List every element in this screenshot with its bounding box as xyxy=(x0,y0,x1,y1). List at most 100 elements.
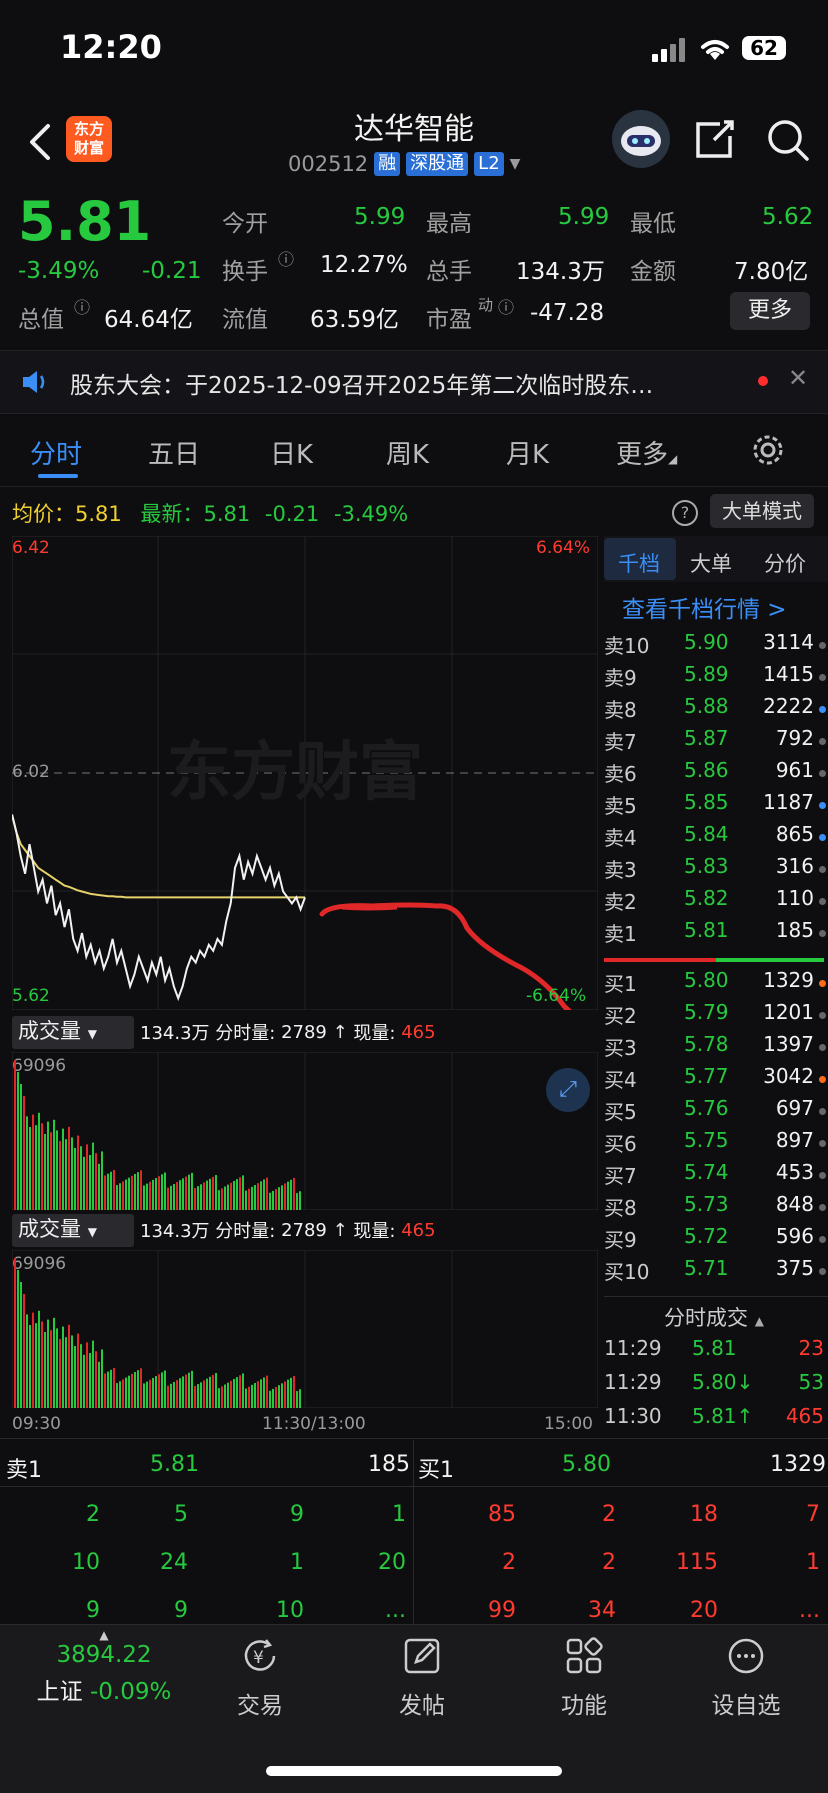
help-icon[interactable]: ? xyxy=(672,500,698,526)
ask-row[interactable]: 卖10 5.90 3114 xyxy=(604,630,828,662)
volume-bar xyxy=(158,1374,160,1408)
tab-more[interactable]: 更多◢ xyxy=(616,440,678,470)
volume-selector[interactable]: 成交量 ▼ xyxy=(12,1213,134,1247)
share-icon[interactable] xyxy=(694,118,736,160)
tab-daily-k[interactable]: 日K xyxy=(270,440,314,470)
ask-row[interactable]: 卖4 5.84 865 xyxy=(604,822,828,854)
volume-bar xyxy=(71,1137,73,1210)
volume-bar xyxy=(74,1346,76,1408)
buy-grid-cell: 18 xyxy=(690,1502,718,1527)
last-change: -0.21 xyxy=(264,502,320,526)
assistant-robot-icon[interactable] xyxy=(612,110,670,168)
tab-price-distribution[interactable]: 分价 xyxy=(764,552,806,576)
info-icon[interactable]: ⓘ xyxy=(498,298,515,317)
change-percent: -3.49% xyxy=(18,258,100,284)
notice-bar[interactable] xyxy=(0,350,828,414)
bid-row[interactable]: 买3 5.78 1397 xyxy=(604,1032,828,1064)
intraday-chart[interactable]: 东方财富 xyxy=(12,536,598,1010)
stock-subtitle[interactable]: 002512 融 深股通 L2 ▼ xyxy=(288,150,520,178)
bid-row[interactable]: 买7 5.74 453 xyxy=(604,1160,828,1192)
volume-bar xyxy=(263,1179,265,1210)
ask-row[interactable]: 卖6 5.86 961 xyxy=(604,758,828,790)
index-ticker[interactable]: ▲ 3894.22 上证 -0.09% xyxy=(24,1628,184,1706)
nav-post[interactable]: 发帖 xyxy=(362,1636,482,1720)
tab-five-day[interactable]: 五日 xyxy=(148,440,201,470)
tab-monthly-k[interactable]: 月K xyxy=(506,440,550,470)
ask-row[interactable]: 卖9 5.89 1415 xyxy=(604,662,828,694)
level-volume: 961 xyxy=(775,758,814,782)
tab-thousand-levels[interactable]: 千档 xyxy=(618,552,660,576)
level-price: 5.88 xyxy=(684,694,729,718)
gear-icon[interactable] xyxy=(750,432,786,468)
bid-row[interactable]: 买1 5.80 1329 xyxy=(604,968,828,1000)
level-volume: 185 xyxy=(775,918,814,942)
ask-row[interactable]: 卖8 5.88 2222 xyxy=(604,694,828,726)
volume-bar xyxy=(35,1323,37,1408)
strip-buy-price: 5.80 xyxy=(562,1452,611,1477)
volume-bar xyxy=(107,1173,109,1210)
index-name: 上证 xyxy=(36,1679,83,1705)
info-icon[interactable]: ⓘ xyxy=(74,298,91,317)
more-button[interactable]: 更多 xyxy=(730,292,810,330)
nav-trade[interactable]: ¥ 交易 xyxy=(200,1636,320,1720)
bid-row[interactable]: 买4 5.77 3042 xyxy=(604,1064,828,1096)
back-button[interactable] xyxy=(26,122,56,162)
volume-bar xyxy=(137,1370,139,1408)
big-order-mode-button[interactable]: 大单模式 xyxy=(710,494,814,528)
level-label: 卖8 xyxy=(604,698,637,722)
volume-bar xyxy=(53,1317,55,1408)
volume-bar xyxy=(86,1144,88,1210)
bid-row[interactable]: 买2 5.79 1201 xyxy=(604,1000,828,1032)
level-price: 5.73 xyxy=(684,1192,729,1216)
ask-row[interactable]: 卖5 5.85 1187 xyxy=(604,790,828,822)
volume-bar xyxy=(179,1378,181,1408)
volume-bar xyxy=(185,1176,187,1210)
trade-time: 11:29 xyxy=(604,1370,662,1394)
tab-weekly-k[interactable]: 周K xyxy=(386,440,430,470)
bid-row[interactable]: 买6 5.75 897 xyxy=(604,1128,828,1160)
tab-big-orders[interactable]: 大单 xyxy=(690,552,732,576)
flag-dot xyxy=(819,674,826,681)
grid-icon xyxy=(566,1637,603,1674)
volume-bar xyxy=(257,1381,259,1408)
volume-bar xyxy=(215,1373,217,1408)
amount-value: 7.80亿 xyxy=(734,259,809,285)
info-icon[interactable]: ⓘ xyxy=(278,250,295,269)
ask-row[interactable]: 卖2 5.82 110 xyxy=(604,886,828,918)
volume-bar xyxy=(182,1376,184,1408)
volume-label: 总手 xyxy=(426,259,472,285)
float-label: 流值 xyxy=(222,307,268,333)
search-icon[interactable] xyxy=(766,118,810,162)
tab-intraday[interactable]: 分时 xyxy=(30,440,83,470)
volume-bar xyxy=(95,1153,97,1210)
notice-text[interactable]: 股东大会：于2025-12-09召开2025年第二次临时股东… xyxy=(70,373,654,399)
bid-row[interactable]: 买10 5.71 375 xyxy=(604,1256,828,1288)
view-levels-link[interactable]: 查看千档行情 > xyxy=(622,597,787,623)
level-price: 5.81 xyxy=(684,918,729,942)
volume-bar xyxy=(53,1119,55,1210)
chevron-down-icon[interactable]: ▼ xyxy=(509,156,521,172)
nav-watchlist[interactable]: 设自选 xyxy=(686,1636,806,1720)
ask-row[interactable]: 卖7 5.87 792 xyxy=(604,726,828,758)
trades-title: 分时成交 ▲ xyxy=(664,1306,764,1330)
bid-row[interactable]: 买5 5.76 697 xyxy=(604,1096,828,1128)
volume-bar xyxy=(269,1390,271,1408)
sell-grid-cell: ... xyxy=(385,1598,406,1623)
volume-chart[interactable] xyxy=(12,1250,598,1408)
signal-icon xyxy=(652,38,690,62)
volume-bar xyxy=(200,1382,202,1408)
bid-row[interactable]: 买9 5.72 596 xyxy=(604,1224,828,1256)
nav-functions[interactable]: 功能 xyxy=(524,1636,644,1720)
close-icon[interactable]: ✕ xyxy=(788,364,809,392)
ask-row[interactable]: 卖3 5.83 316 xyxy=(604,854,828,886)
expand-icon[interactable]: ⤢ xyxy=(546,1068,590,1112)
bid-row[interactable]: 买8 5.73 848 xyxy=(604,1192,828,1224)
volume-selector[interactable]: 成交量 ▼ xyxy=(12,1015,134,1049)
change-amount: -0.21 xyxy=(142,258,202,284)
trades-divider xyxy=(604,1296,828,1297)
flag-dot xyxy=(819,834,826,841)
volume-chart[interactable] xyxy=(12,1052,598,1210)
y-bottom-label: 5.62 xyxy=(12,986,50,1006)
ask-row[interactable]: 卖1 5.81 185 xyxy=(604,918,828,950)
volume-bar xyxy=(101,1349,103,1408)
